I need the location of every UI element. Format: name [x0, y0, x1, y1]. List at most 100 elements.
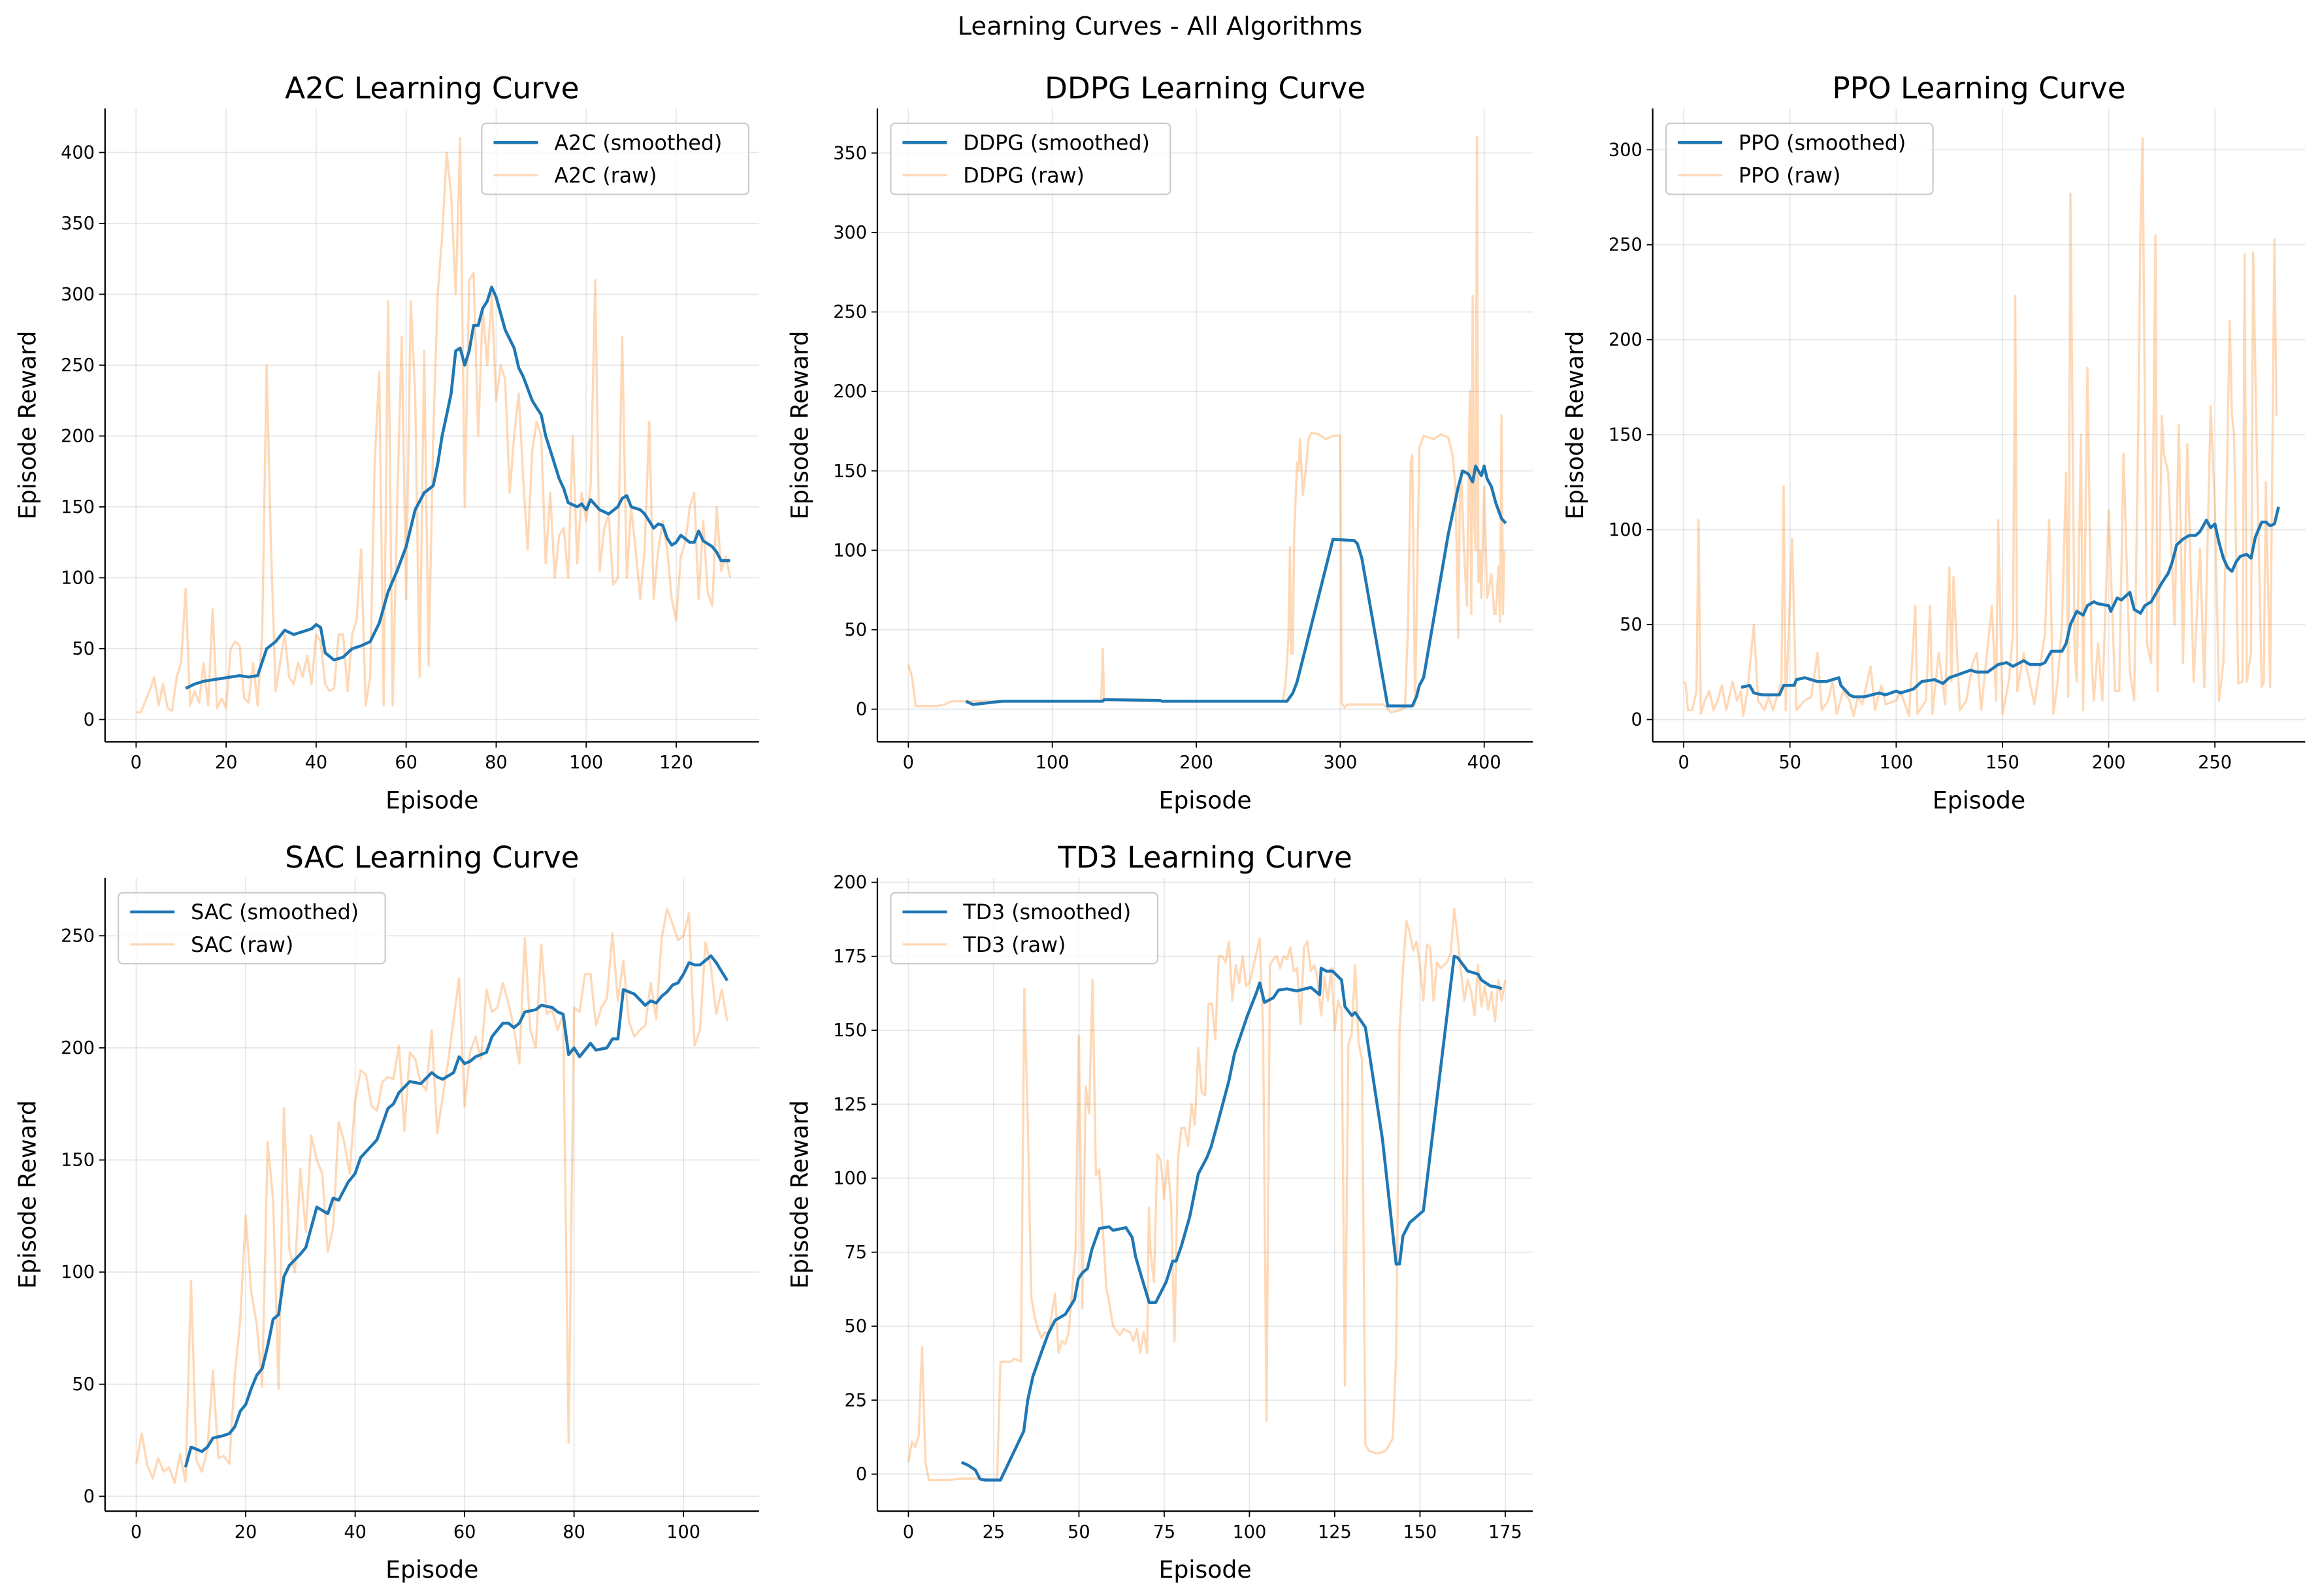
raw-series-line [1682, 137, 2278, 717]
legend-box [890, 122, 1171, 195]
y-axis-label: Episode Reward [1561, 331, 1589, 519]
x-tick-label: 0 [131, 753, 142, 773]
legend: DDPG (smoothed) DDPG (raw) [890, 122, 1171, 195]
y-tick-label: 100 [61, 568, 95, 588]
smoothed-series-line [960, 954, 1503, 1482]
legend: SAC (smoothed) SAC (raw) [118, 892, 386, 965]
y-tick-label: 250 [833, 302, 867, 323]
raw-series-line [907, 907, 1507, 1482]
y-tick-label: 350 [61, 214, 95, 234]
x-tick-label: 50 [1778, 753, 1801, 773]
subplot-sac: 0 20 40 60 80 100 0 50 100 150 200 250 SAC Learning … [13, 840, 759, 1584]
y-tick-label: 0 [856, 700, 867, 720]
y-tick-label: 50 [1620, 615, 1642, 635]
x-axis-label: Episode [1158, 1555, 1251, 1584]
x-tick-label: 20 [235, 1522, 257, 1542]
y-tick-label: 150 [61, 1150, 95, 1171]
x-tick-label: 75 [1153, 1522, 1176, 1542]
y-tick-label: 250 [1609, 235, 1642, 255]
y-tick-label: 0 [1631, 709, 1642, 730]
x-tick-label: 200 [2092, 753, 2126, 773]
y-tick-label: 300 [833, 223, 867, 243]
subplot-td3: 0 25 50 75 100 125 150 175 0 25 50 75 100 125 150 175 20… [786, 840, 1533, 1584]
legend-label: PPO (raw) [1739, 164, 1840, 187]
subplot-title: TD3 Learning Curve [1057, 840, 1352, 875]
legend-box [481, 122, 750, 195]
x-tick-label: 100 [1879, 753, 1913, 773]
x-tick-label: 200 [1179, 753, 1213, 773]
y-tick-label: 200 [833, 873, 867, 893]
raw-series-line [136, 137, 732, 714]
x-tick-label: 100 [666, 1522, 700, 1542]
legend: PPO (smoothed) PPO (raw) [1665, 122, 1934, 195]
legend-label: A2C (smoothed) [554, 132, 722, 155]
y-tick-label: 50 [72, 1375, 95, 1395]
y-axis-label: Episode Reward [13, 331, 41, 519]
x-axis-label: Episode [1933, 786, 2025, 814]
subplot-title: PPO Learning Curve [1832, 71, 2125, 105]
y-tick-label: 250 [61, 355, 95, 376]
y-axis-label: Episode Reward [786, 331, 814, 519]
x-tick-label: 175 [1488, 1522, 1522, 1542]
y-tick-label: 0 [84, 709, 95, 730]
x-tick-label: 50 [1068, 1522, 1090, 1542]
subplot-title: A2C Learning Curve [285, 71, 579, 105]
y-tick-label: 100 [1609, 520, 1642, 540]
smoothed-series-line [185, 285, 730, 690]
y-tick-label: 100 [833, 1169, 867, 1189]
subplot-ppo: 0 50 100 150 200 250 0 50 100 150 200 250 300 PPO Lea… [1561, 71, 2306, 814]
subplot-a2c: 0 20 40 60 80 100 120 0 50 100 150 200 250 300 350 400 A… [13, 71, 759, 814]
legend-box [1665, 122, 1934, 195]
subplot-ddpg: 0 100 200 300 400 0 50 100 150 200 250 300 350 DDPG L… [786, 71, 1533, 814]
legend-label: SAC (smoothed) [191, 901, 359, 924]
y-tick-label: 0 [84, 1486, 95, 1506]
y-axis-label: Episode Reward [13, 1100, 41, 1289]
x-tick-label: 0 [903, 1522, 914, 1542]
y-tick-label: 100 [833, 540, 867, 561]
legend-label: DDPG (raw) [963, 164, 1085, 187]
y-tick-label: 0 [856, 1465, 867, 1485]
raw-series-line [135, 907, 728, 1484]
legend-label: A2C (raw) [554, 164, 657, 187]
y-tick-label: 400 [61, 142, 95, 163]
y-tick-label: 75 [845, 1243, 868, 1263]
subplot-title: DDPG Learning Curve [1045, 71, 1365, 105]
x-tick-label: 60 [453, 1522, 476, 1542]
x-tick-label: 100 [1233, 1522, 1267, 1542]
legend-label: TD3 (smoothed) [962, 901, 1131, 924]
x-tick-label: 80 [485, 753, 508, 773]
x-axis-label: Episode [385, 786, 478, 814]
y-tick-label: 200 [1609, 330, 1642, 350]
x-tick-label: 150 [1985, 753, 2019, 773]
y-tick-label: 300 [1609, 140, 1642, 160]
x-tick-label: 60 [395, 753, 417, 773]
x-tick-label: 0 [1678, 753, 1689, 773]
y-tick-label: 350 [833, 143, 867, 163]
y-tick-label: 50 [845, 620, 868, 640]
x-axis-label: Episode [1158, 786, 1251, 814]
y-tick-label: 200 [61, 1038, 95, 1058]
subplot-title: SAC Learning Curve [285, 840, 579, 875]
figure-suptitle: Learning Curves - All Algorithms [958, 12, 1363, 41]
y-tick-label: 175 [833, 947, 867, 967]
x-tick-label: 20 [215, 753, 238, 773]
legend-box [890, 892, 1159, 965]
x-tick-label: 0 [131, 1522, 142, 1542]
x-tick-label: 40 [305, 753, 328, 773]
y-tick-label: 250 [61, 926, 95, 946]
x-tick-label: 400 [1467, 753, 1501, 773]
smoothed-series-line [184, 954, 729, 1468]
x-tick-label: 25 [983, 1522, 1005, 1542]
y-tick-label: 50 [845, 1316, 868, 1337]
y-tick-label: 150 [833, 461, 867, 481]
y-tick-label: 200 [833, 382, 867, 402]
x-tick-label: 300 [1323, 753, 1357, 773]
smoothed-series-line [1740, 506, 2280, 698]
y-tick-label: 300 [61, 284, 95, 304]
y-tick-label: 150 [833, 1020, 867, 1041]
x-tick-label: 125 [1318, 1522, 1352, 1542]
legend: TD3 (smoothed) TD3 (raw) [890, 892, 1159, 965]
legend-box [118, 892, 386, 965]
y-tick-label: 200 [61, 426, 95, 446]
